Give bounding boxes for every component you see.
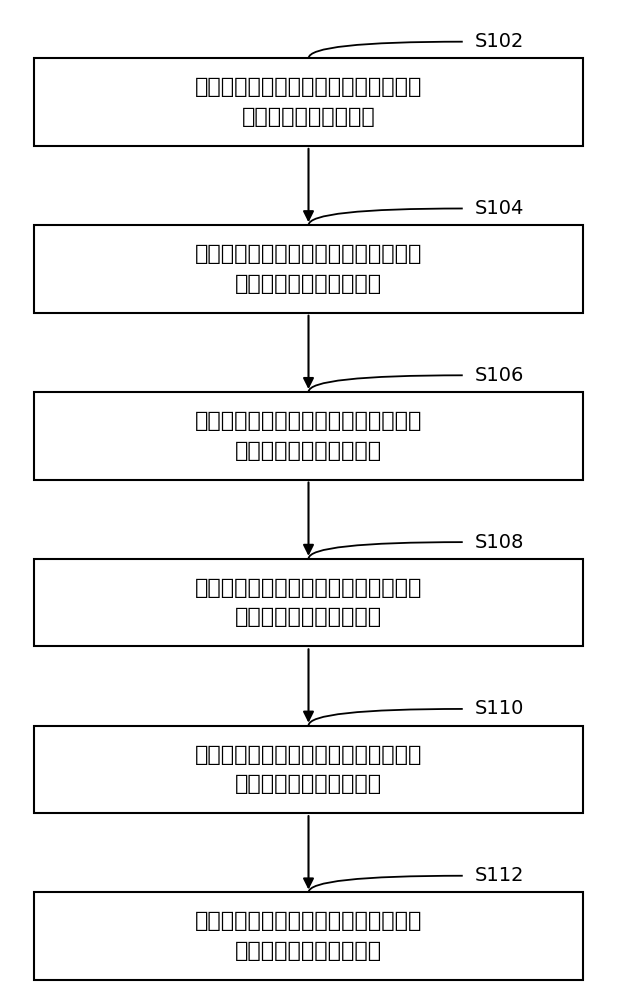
Text: S104: S104 <box>475 199 524 218</box>
Text: 根据第一偏差和第二偏差，得到用于修
正第一偏差的光刻补偿值: 根据第一偏差和第二偏差，得到用于修 正第一偏差的光刻补偿值 <box>195 911 422 961</box>
Text: 获取第一开口的底部与预设结构的顶部
在第一平面上的第一偏差: 获取第一开口的底部与预设结构的顶部 在第一平面上的第一偏差 <box>195 411 422 461</box>
Text: S112: S112 <box>475 866 524 885</box>
Text: S108: S108 <box>475 533 524 552</box>
Text: 获取第二开口的底部与第一开口的底部
在第一平面上的第二偏差: 获取第二开口的底部与第一开口的底部 在第一平面上的第二偏差 <box>195 745 422 794</box>
Text: 基于光刻胶图层对刻蚀材料层进行图形
化处理，以得到第二开口: 基于光刻胶图层对刻蚀材料层进行图形 化处理，以得到第二开口 <box>195 578 422 627</box>
Text: S102: S102 <box>475 32 524 51</box>
FancyBboxPatch shape <box>34 225 583 313</box>
FancyBboxPatch shape <box>34 392 583 480</box>
FancyBboxPatch shape <box>34 58 583 146</box>
FancyBboxPatch shape <box>34 559 583 646</box>
Text: 于刻蚀材料层上形成光刻胶图层，所述
光刻胶图层包括第一开口: 于刻蚀材料层上形成光刻胶图层，所述 光刻胶图层包括第一开口 <box>195 244 422 294</box>
Text: S106: S106 <box>475 366 524 385</box>
FancyBboxPatch shape <box>34 892 583 980</box>
FancyBboxPatch shape <box>34 726 583 813</box>
Text: S110: S110 <box>475 699 524 718</box>
Text: 提供基底，基底包括预设结构及位于预
设结构上的刻蚀材料层: 提供基底，基底包括预设结构及位于预 设结构上的刻蚀材料层 <box>195 77 422 127</box>
